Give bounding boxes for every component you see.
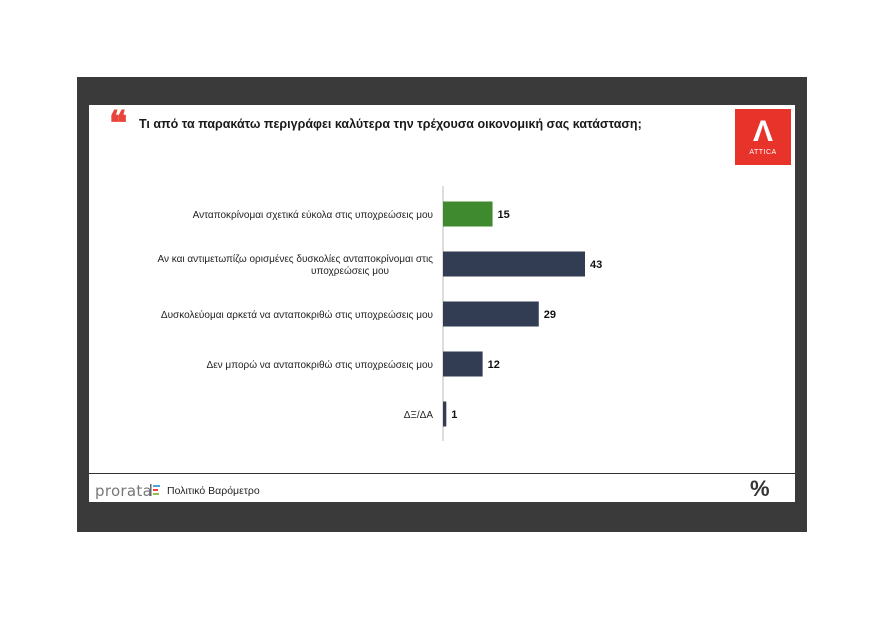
footer-divider: [89, 473, 795, 474]
page-title: Τι από τα παρακάτω περιγράφει καλύτερα τ…: [139, 117, 642, 131]
data-label: 43: [590, 259, 602, 271]
category-label: υποχρεώσεις μου: [311, 265, 389, 277]
percent-icon: %: [750, 476, 770, 501]
category-label: Δεν μπορώ να ανταποκριθώ στις υποχρεώσει…: [207, 359, 433, 371]
category-label: Ανταποκρίνομαι σχετικά εύκολα στις υποχρ…: [193, 209, 433, 221]
slide-frame: ❝ Τι από τα παρακάτω περιγράφει καλύτερα…: [77, 77, 807, 532]
attica-logo-mark: Λ: [752, 115, 773, 148]
attica-logo-text: ATTICA: [749, 149, 777, 156]
category-label: Αν και αντιμετωπίζω ορισμένες δυσκολίες …: [157, 253, 433, 265]
bar-chart: 15 Ανταποκρίνομαι σχετικά εύκολα στις υπο…: [157, 186, 602, 441]
category-label: ΔΞ/ΔΑ: [404, 410, 434, 421]
quote-icon: ❝: [109, 104, 128, 144]
bar: [443, 251, 585, 277]
data-label: 15: [498, 209, 510, 221]
data-label: 29: [544, 309, 556, 321]
bar: [443, 401, 447, 427]
bar: [443, 201, 493, 227]
footer-subtitle: Πολιτικό Βαρόμετρο: [167, 485, 260, 497]
bar: [443, 301, 539, 327]
category-label: Δυσκολεύομαι αρκετά να ανταποκριθώ στις …: [161, 309, 433, 321]
slide: ❝ Τι από τα παρακάτω περιγράφει καλύτερα…: [89, 105, 795, 502]
prorata-bars-icon: [150, 484, 160, 496]
bar: [443, 351, 483, 377]
attica-logo: Λ ATTICA: [735, 109, 791, 165]
prorata-logo: prorata: [95, 482, 153, 500]
data-label: 1: [451, 409, 457, 421]
data-label: 12: [488, 359, 500, 371]
